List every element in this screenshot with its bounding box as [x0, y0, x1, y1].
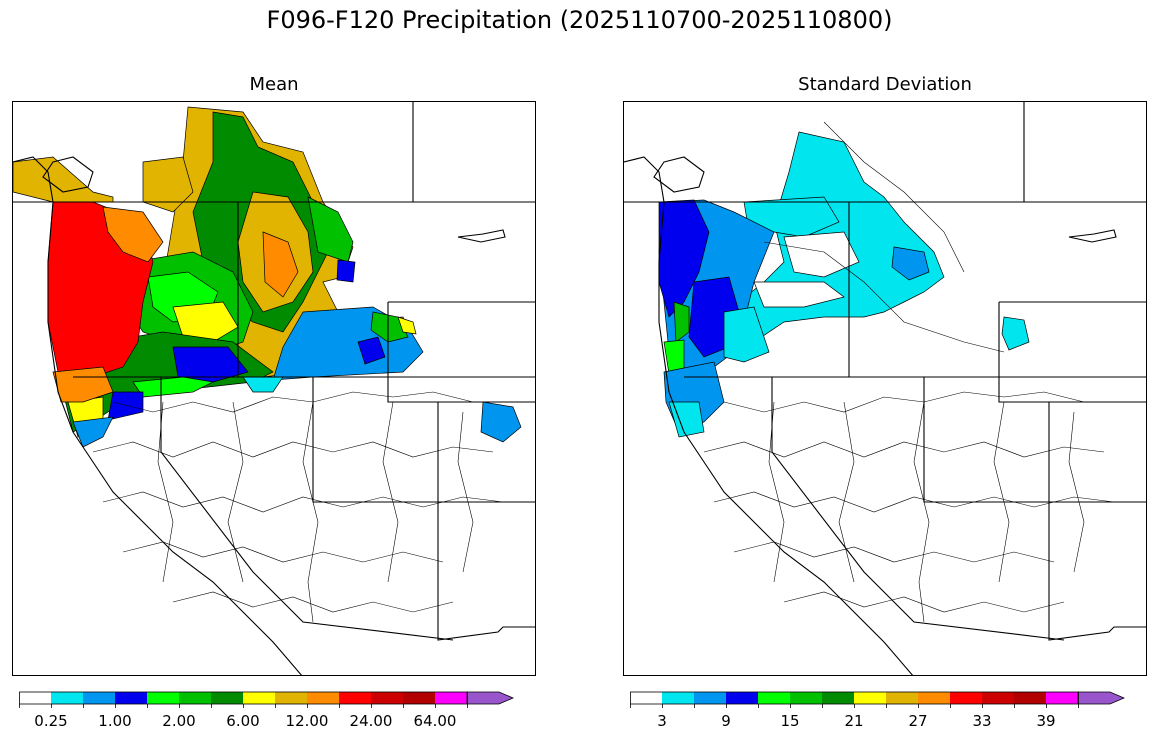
stddev-colorbar-swatch [918, 692, 950, 704]
figure-title: F096-F120 Precipitation (2025110700-2025… [266, 6, 893, 34]
mean-colorbar-swatch [339, 692, 371, 704]
stddev-colorbar-swatch [726, 692, 758, 704]
mean-colorbar-swatch [115, 692, 147, 704]
stddev-colorbar-swatch [854, 692, 886, 704]
stddev-colorbar-swatch [758, 692, 790, 704]
mean-colorbar-tick-label: 12.00 [285, 712, 329, 730]
mean-colorbar-tick-label: 0.25 [34, 712, 68, 730]
stddev-colorbar-tick-label: 21 [844, 712, 864, 730]
stddev-colorbar-swatch [822, 692, 854, 704]
mean-colorbar-swatch [51, 692, 83, 704]
stddev-colorbar-swatch [982, 692, 1014, 704]
stddev-colorbar-tick-label: 27 [908, 712, 928, 730]
stddev-colorbar-tick-label: 9 [721, 712, 731, 730]
mean-colorbar-tick-label: 1.00 [98, 712, 132, 730]
stddev-colorbar-tick-label: 15 [780, 712, 800, 730]
mean-colorbar-extend-arrow [466, 691, 515, 705]
mean-colorbar-swatch [179, 692, 211, 704]
mean-colorbar-swatch [19, 692, 51, 704]
mean-boundaries [13, 102, 535, 675]
stddev-colorbar-extend-arrow [1077, 691, 1126, 705]
mean-panel-title: Mean [249, 74, 299, 95]
mean-colorbar-tick-label: 2.00 [162, 712, 196, 730]
mean-colorbar-tick-label: 6.00 [226, 712, 260, 730]
stddev-colorbar [630, 691, 1126, 708]
stddev-colorbar-swatch [950, 692, 982, 704]
mean-map-canvas [13, 102, 535, 675]
stddev-map-canvas [624, 102, 1146, 675]
mean-colorbar [19, 691, 515, 708]
stddev-basin-lines [703, 121, 1115, 623]
stddev-colorbar-tick-label: 39 [1036, 712, 1056, 730]
stddev-colorbar-swatch [694, 692, 726, 704]
mean-colorbar-swatch [275, 692, 307, 704]
stddev-boundaries [624, 102, 1146, 675]
stddev-map [623, 101, 1147, 676]
mean-colorbar-swatch [243, 692, 275, 704]
mean-precip-fill [13, 106, 522, 448]
mean-colorbar-swatch [83, 692, 115, 704]
mean-colorbar-swatch [307, 692, 339, 704]
mean-colorbar-tick-label: 64.00 [413, 712, 457, 730]
stddev-colorbar-swatch [1014, 692, 1046, 704]
stddev-colorbar-swatch [1046, 692, 1078, 704]
mean-colorbar-swatch [147, 692, 179, 704]
mean-colorbar-swatch [211, 692, 243, 704]
stddev-colorbar-swatch [662, 692, 694, 704]
stddev-colorbar-swatch [630, 692, 662, 704]
mean-colorbar-swatch [435, 692, 467, 704]
stddev-colorbar-tick-label: 33 [972, 712, 992, 730]
mean-map [12, 101, 536, 676]
stddev-precip-fill [658, 131, 1030, 438]
mean-basin-lines [92, 391, 504, 623]
stddev-colorbar-swatch [790, 692, 822, 704]
stddev-colorbar-swatch [886, 692, 918, 704]
mean-colorbar-swatch [403, 692, 435, 704]
mean-colorbar-swatch [371, 692, 403, 704]
stddev-colorbar-tick-label: 3 [657, 712, 667, 730]
stddev-panel-title: Standard Deviation [798, 74, 972, 95]
mean-colorbar-tick-label: 24.00 [349, 712, 393, 730]
